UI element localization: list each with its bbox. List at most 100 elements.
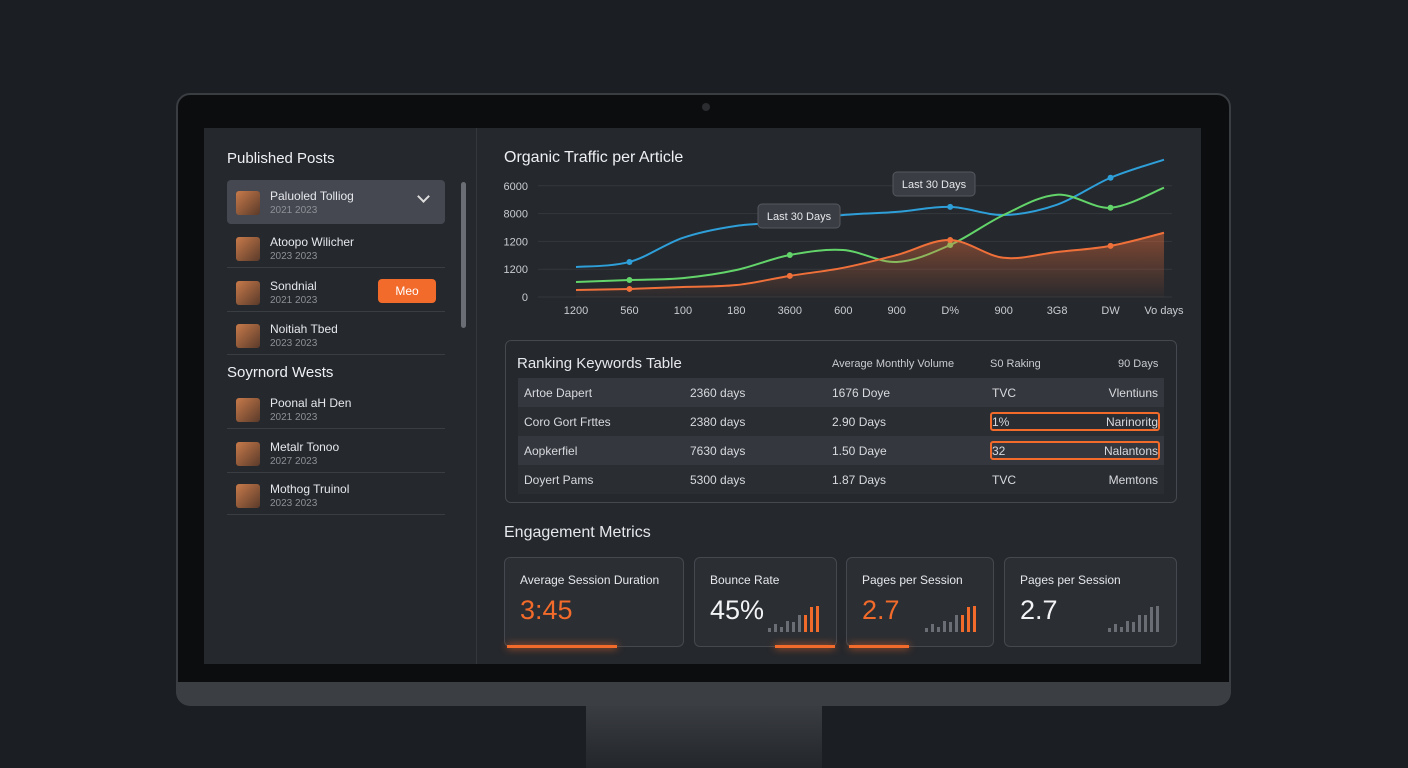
spark-bar	[768, 628, 771, 632]
x-tick-label: 100	[674, 305, 692, 317]
post-date: 2021 2023	[270, 205, 318, 216]
annotation-box	[757, 203, 841, 229]
spark-bar	[925, 628, 928, 632]
table-cell: 1.87 Days	[832, 473, 887, 487]
spark-bar	[786, 620, 789, 632]
spark-bar	[816, 605, 819, 632]
thumbnail	[236, 324, 260, 348]
metric-value: 45%	[710, 595, 765, 625]
table-cell: Artoe Dapert	[524, 386, 593, 400]
table-row: Aopkerfiel 7630 days 1.50 Daye 32 Nalantons	[518, 436, 1164, 465]
post-title: Metalr Tonoo	[270, 440, 340, 454]
metric-label: Bounce Rate	[710, 573, 780, 587]
highlight	[990, 441, 1160, 460]
table-cell: 5300 days	[690, 473, 746, 487]
column-header: Average Monthly Volume	[832, 358, 955, 370]
point	[1107, 174, 1114, 181]
post-item[interactable]: Noitiah Tbed 2023 2023	[227, 313, 445, 355]
post-title: Paluoled Tolliog	[270, 189, 354, 203]
glow	[849, 645, 909, 648]
annotation: Last 30 Days	[767, 211, 832, 223]
y-tick-label: 8000	[504, 209, 528, 221]
point	[786, 272, 793, 279]
x-tick-label: 560	[620, 305, 638, 317]
y-tick-label: 0	[522, 292, 528, 304]
point	[1107, 204, 1114, 211]
table-cell: 32	[992, 444, 1006, 458]
annotation-box	[892, 171, 976, 197]
table-cell: Coro Gort Frttes	[524, 415, 611, 429]
x-tick-label: 900	[994, 305, 1012, 317]
spark-bar	[949, 622, 952, 632]
table-cell: Aopkerfiel	[524, 444, 578, 458]
post-title: Sondnial	[270, 279, 317, 293]
point	[626, 277, 633, 284]
spark-bar	[1156, 605, 1159, 632]
x-tick-label: Vo days	[1144, 305, 1184, 317]
button[interactable]: Meo	[378, 279, 436, 303]
post-date: 2021 2023	[270, 295, 318, 306]
post-title: Noitiah Tbed	[270, 322, 338, 336]
metric-card: Average Session Duration 3:45	[504, 557, 684, 648]
metric-label: Pages per Session	[1020, 573, 1121, 587]
x-tick-label: D%	[941, 305, 959, 317]
spark-bar	[931, 623, 934, 632]
post-item[interactable]: Poonal aH Den 2021 2023	[227, 387, 445, 429]
thumbnail	[236, 281, 260, 305]
point	[626, 285, 633, 292]
section-title: Soyrnord Wests	[227, 364, 334, 381]
spark-bar	[973, 605, 976, 632]
column-header: S0 Raking	[990, 358, 1041, 370]
line	[575, 231, 1165, 292]
spark-bar	[780, 626, 783, 632]
post-date: 2023 2023	[270, 498, 318, 509]
x-tick-label: 180	[727, 305, 745, 317]
thumbnail	[236, 442, 260, 466]
point	[786, 252, 793, 259]
chart-title: Organic Traffic per Article	[504, 149, 683, 166]
column-header: 90 Days	[1118, 358, 1159, 370]
post-item[interactable]: Sondnial 2021 2023 Meo	[227, 270, 445, 312]
spark-bar	[798, 615, 801, 632]
metric-card: Pages per Session 2.7	[1004, 557, 1177, 647]
spark-bar	[955, 615, 958, 632]
metric-value: 2.7	[1020, 595, 1058, 625]
spark-bar	[810, 606, 813, 632]
x-tick-label: DW	[1101, 305, 1120, 317]
y-tick-label: 1200	[504, 264, 528, 276]
monitor-stand	[586, 705, 822, 768]
scrollbar[interactable]	[461, 182, 466, 328]
table-cell: 7630 days	[690, 444, 746, 458]
spark-bar	[1144, 615, 1147, 632]
x-tick-label: 900	[888, 305, 906, 317]
table-cell: Nalantons	[1103, 444, 1158, 458]
table-cell: 2.90 Days	[832, 415, 887, 429]
thumbnail	[236, 191, 260, 215]
post-item[interactable]: Paluoled Tolliog 2021 2023	[227, 180, 445, 224]
post-item[interactable]: Metalr Tonoo 2027 2023	[227, 431, 445, 473]
x-tick-label: 1200	[564, 305, 588, 317]
post-date: 2023 2023	[270, 251, 318, 262]
post-title: Mothog Truinol	[270, 482, 350, 496]
glow	[507, 645, 617, 648]
y-tick-label: 6000	[504, 181, 528, 193]
post-date: 2023 2023	[270, 338, 318, 349]
post-item[interactable]: Atoopo Wilicher 2023 2023	[227, 226, 445, 268]
table-cell: 1.50 Daye	[832, 444, 887, 458]
table-cell: Vlentiuns	[1108, 386, 1158, 400]
metric-label: Pages per Session	[862, 573, 963, 587]
area	[576, 232, 1164, 297]
thumbnail	[236, 398, 260, 422]
spark-bar	[937, 626, 940, 632]
metric-label: Average Session Duration	[520, 573, 660, 587]
x-tick-label: 3G8	[1047, 305, 1068, 317]
spark-bar	[1138, 615, 1141, 632]
x-tick-label: 3600	[778, 305, 802, 317]
point	[947, 203, 954, 210]
section-title: Published Posts	[227, 150, 335, 167]
spark-bar	[1114, 623, 1117, 632]
spark-bar	[967, 606, 970, 632]
point	[1107, 242, 1114, 249]
post-item[interactable]: Mothog Truinol 2023 2023	[227, 473, 445, 515]
